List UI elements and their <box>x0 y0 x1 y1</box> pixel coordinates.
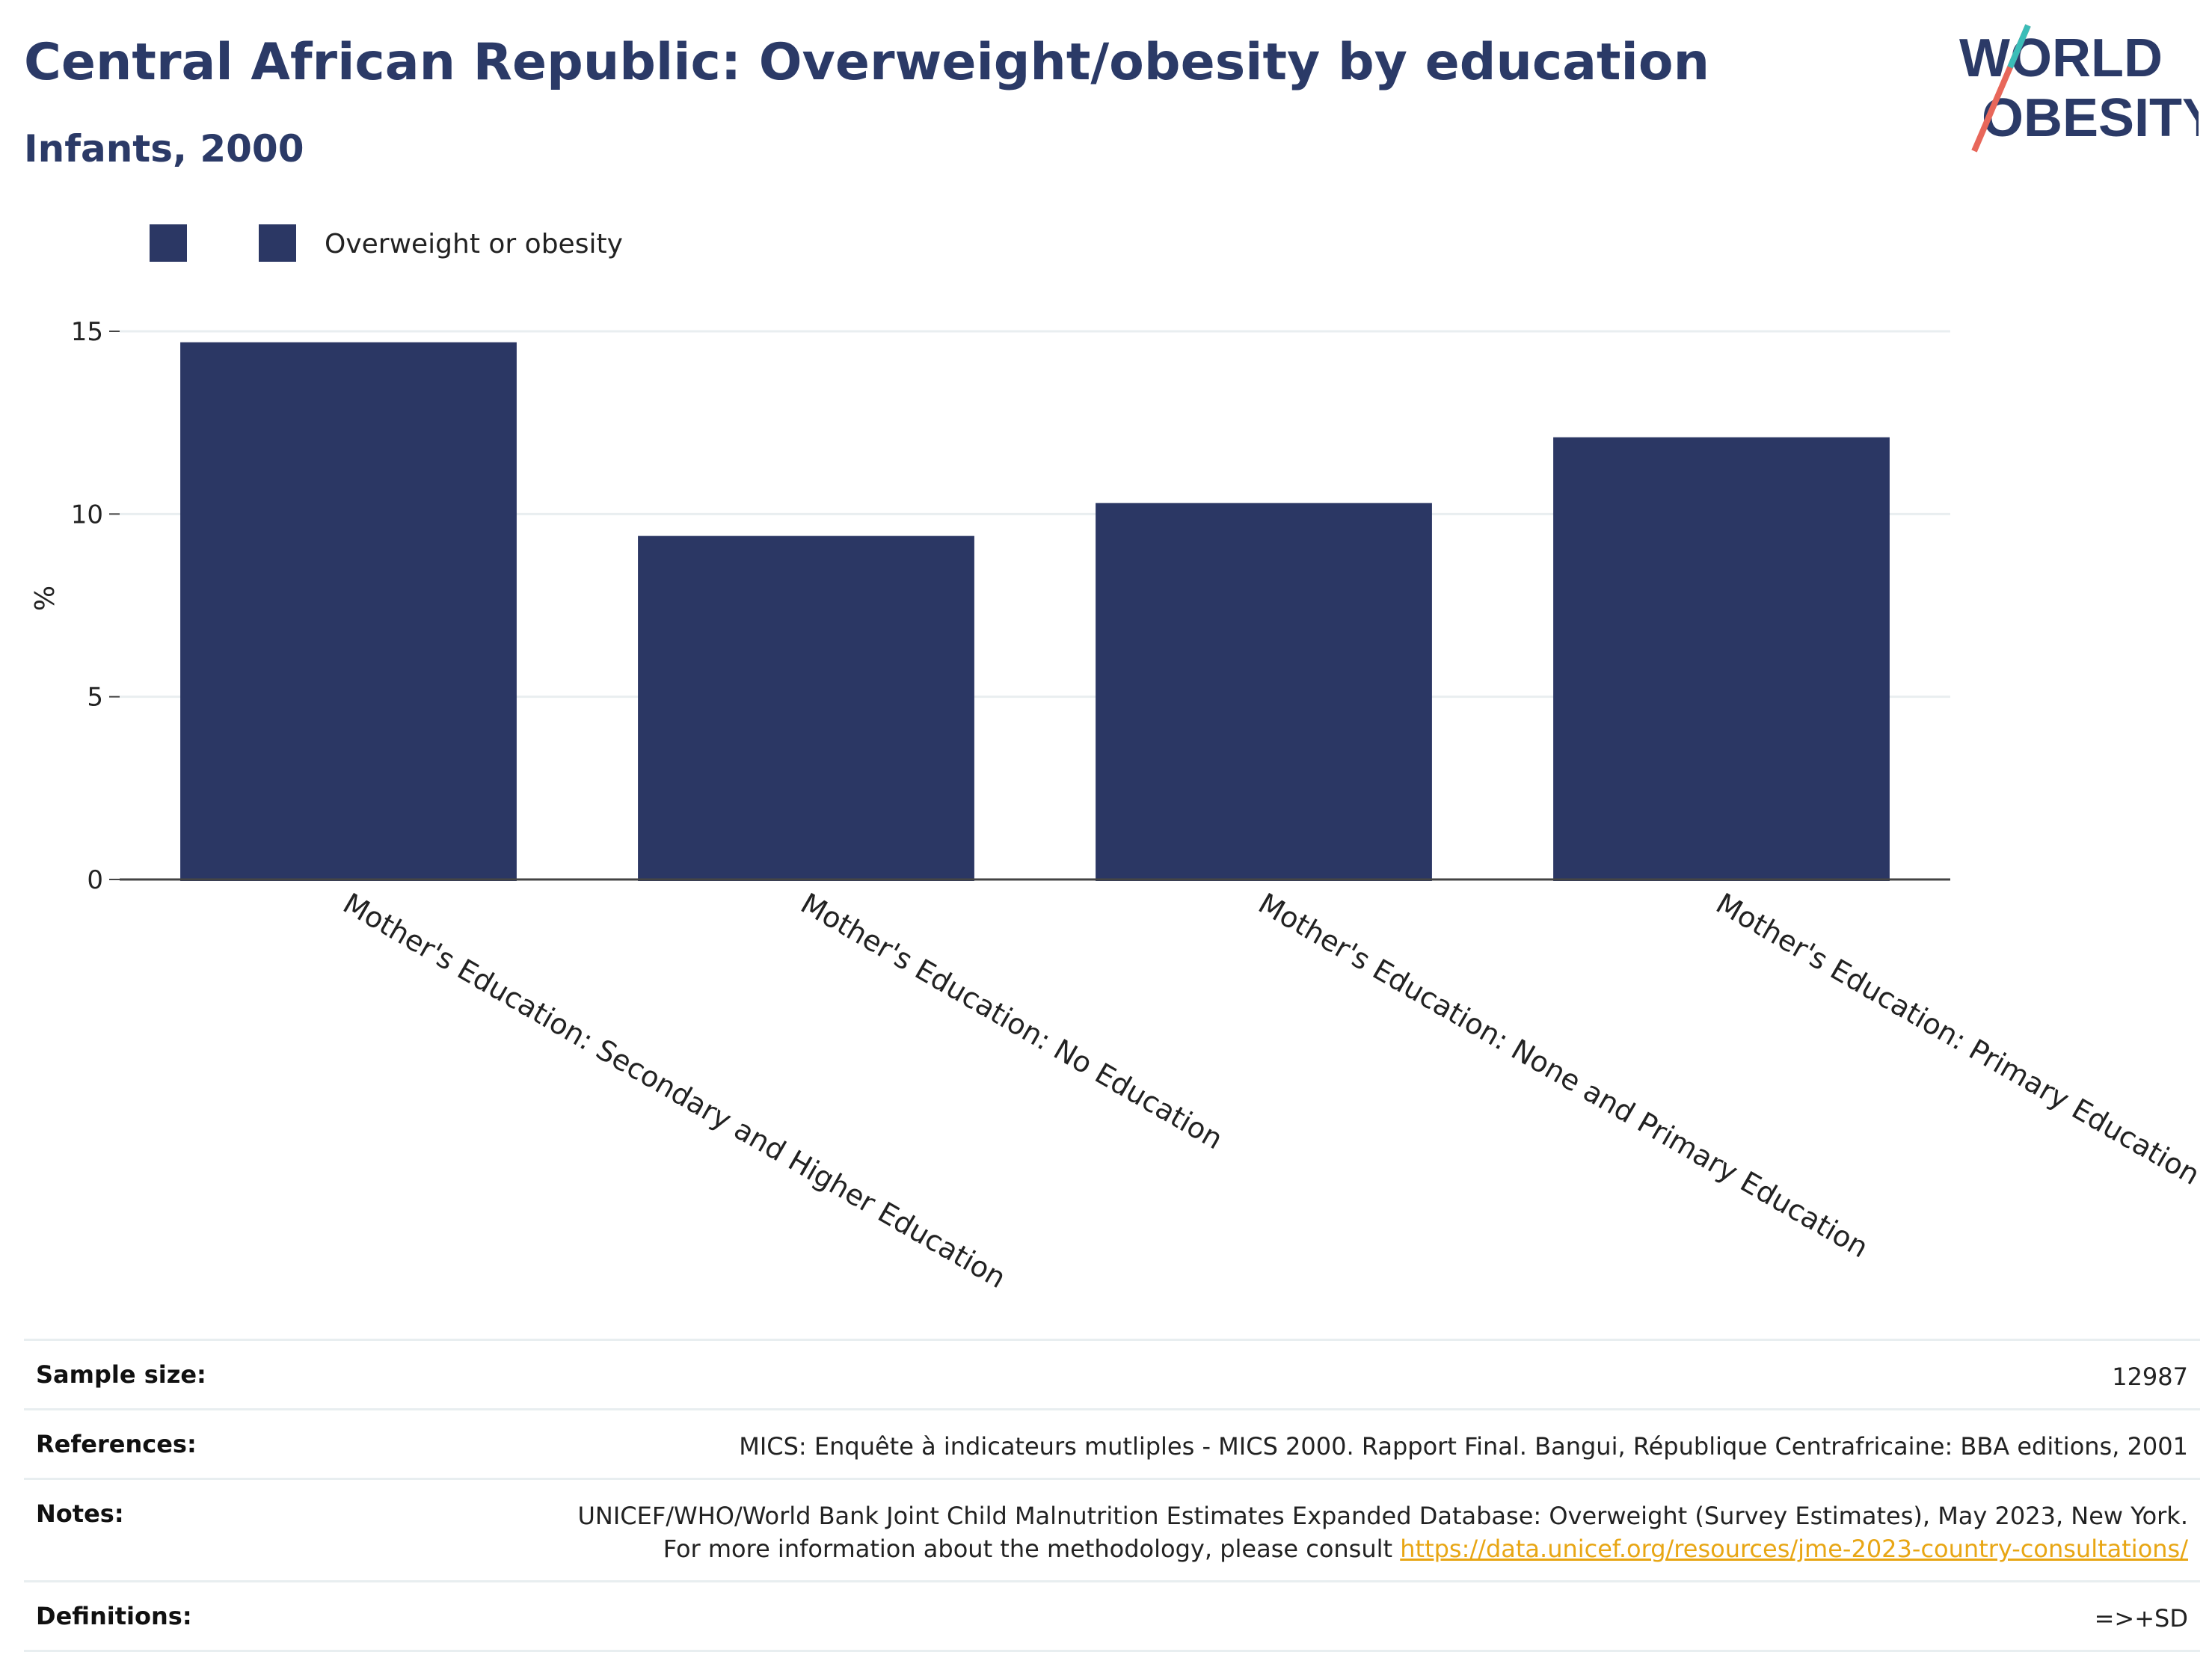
definitions-label: Definitions: <box>36 1602 192 1630</box>
y-axis-ticks: 0 5 10 15 <box>71 317 120 895</box>
notes-text: UNICEF/WHO/World Bank Joint Child Malnut… <box>577 1502 2189 1563</box>
x-axis-ticks: Mother's Education: Secondary and Higher… <box>338 887 2206 1295</box>
y-axis-label: % <box>30 586 61 611</box>
bars <box>180 342 1890 881</box>
chart-title: Central African Republic: Overweight/obe… <box>24 33 1709 92</box>
svg-text:OBESITY: OBESITY <box>1982 88 2199 148</box>
y-tick-label: 15 <box>71 317 103 347</box>
y-tick-label: 0 <box>87 865 103 895</box>
legend-swatch <box>150 224 187 262</box>
world-obesity-logo: WORLD OBESITY <box>1959 24 2199 153</box>
notes-value: UNICEF/WHO/World Bank Joint Child Malnut… <box>543 1499 2189 1565</box>
chart-subtitle: Infants, 2000 <box>24 127 304 171</box>
notes-label: Notes: <box>36 1499 124 1528</box>
legend: Overweight or obesity <box>150 224 623 262</box>
bar[interactable] <box>180 342 517 881</box>
bar-chart: Overweight or obesity 0 5 10 15 % Mother's … <box>30 224 2206 1295</box>
sample-size-label: Sample size: <box>36 1360 206 1389</box>
y-tick-label: 5 <box>87 683 103 713</box>
legend-swatch <box>259 224 296 262</box>
svg-text:WORLD: WORLD <box>1959 28 2163 88</box>
definitions-value: =>+SD <box>2094 1604 2188 1633</box>
methodology-link[interactable]: https://data.unicef.org/resources/jme-20… <box>1400 1535 2188 1563</box>
definitions-row: Definitions: =>+SD <box>24 1580 2200 1652</box>
info-table: Sample size: 12987 References: MICS: Enq… <box>24 1339 2200 1652</box>
sample-size-row: Sample size: 12987 <box>24 1339 2200 1408</box>
y-tick-label: 10 <box>71 500 103 529</box>
sample-size-value: 12987 <box>2112 1363 2188 1391</box>
x-tick-label: Mother's Education: No Education <box>796 887 1229 1156</box>
legend-label: Overweight or obesity <box>325 229 623 260</box>
references-row: References: MICS: Enquête à indicateurs … <box>24 1408 2200 1478</box>
notes-row: Notes: UNICEF/WHO/World Bank Joint Child… <box>24 1478 2200 1580</box>
x-tick-label: Mother's Education: Primary Education <box>1711 887 2206 1191</box>
bar[interactable] <box>1096 503 1432 881</box>
bar[interactable] <box>638 535 974 881</box>
bar[interactable] <box>1553 437 1890 881</box>
references-value: MICS: Enquête à indicateurs mutliples - … <box>739 1432 2188 1461</box>
references-label: References: <box>36 1430 197 1458</box>
